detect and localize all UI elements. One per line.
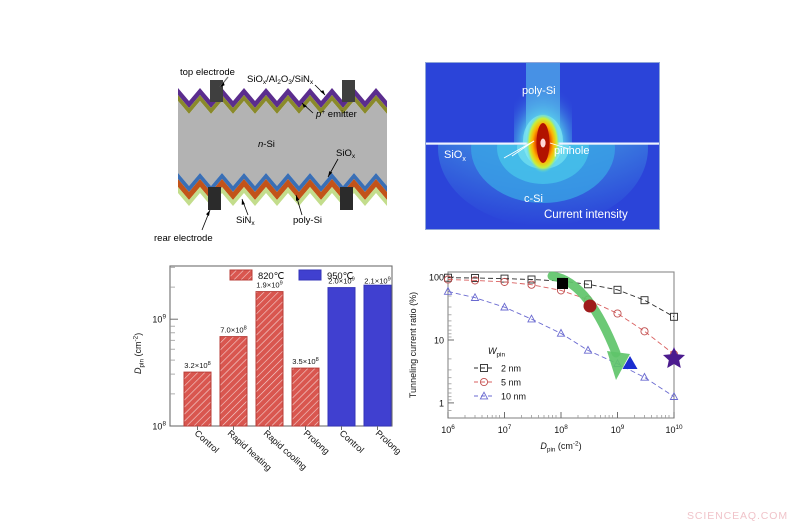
label-poly-si: poly-Si: [293, 215, 322, 226]
bar-value-0: 3.2×108: [184, 361, 211, 370]
bar-rapid-cooling-820: [255, 291, 284, 427]
bar-value-2: 1.9×109: [256, 280, 283, 289]
layer-poly-si: [178, 179, 387, 200]
highlight-markers: [557, 278, 685, 369]
bar-prolong-820: [291, 367, 320, 427]
line-ytick-1: 1: [439, 399, 444, 409]
arrowhead-siox: [328, 171, 333, 177]
bar-x-axis-ticks: [197, 426, 378, 430]
line-xtick-1e6: 106: [441, 424, 455, 435]
sim-label-poly-si: poly-Si: [522, 85, 556, 97]
rear-electrode-left: [208, 187, 221, 210]
top-electrode-right: [342, 80, 355, 102]
bar-ytick-1e9: 109: [152, 314, 166, 325]
bar-y-axis-label: Dpin (cm-2): [133, 333, 146, 374]
legend-label-2nm: 2 nm: [501, 364, 521, 374]
line-ytick-100: 100: [429, 273, 444, 283]
bar-control-950: [327, 287, 356, 427]
line-y-ticks: [448, 276, 454, 411]
label-siox: SiOx: [336, 148, 356, 160]
line-xtick-1e10: 1010: [665, 424, 683, 435]
line-x-ticks: [447, 412, 675, 418]
bar-control-820: [183, 371, 212, 427]
top-passivation-purple: [178, 88, 387, 108]
bar-value-3: 3.5×108: [292, 357, 319, 366]
line-xtick-1e8: 108: [554, 424, 568, 435]
device-cross-section-schematic: top electrode SiOx/Al2O3/SiNx p+ emitter…: [150, 55, 410, 255]
arrowhead-sinx: [241, 199, 245, 205]
sim-pinhole-center: [540, 138, 546, 148]
sim-leader-siox-2: [511, 140, 535, 157]
line-xtick-1e9: 109: [611, 424, 625, 435]
tunneling-current-ratio-chart: 100 10 1 106 107 108 109 1010 Dpin (cm-2…: [402, 258, 687, 488]
svg-text:SiOx/Al2O3/SiNx: SiOx/Al2O3/SiNx: [247, 74, 314, 86]
sim-leader-pinhole: [549, 142, 570, 150]
legend-title-wpin: Wpin: [488, 346, 505, 359]
sim-label-c-si: c-Si: [524, 193, 543, 205]
blue-triangle-marker: [622, 356, 638, 369]
arrowhead-stack: [320, 90, 325, 95]
bar-legend: 820℃ 950℃: [229, 269, 353, 281]
layer-siox-al2o3-sinx: [178, 88, 387, 108]
svg-text:p+ emitter: p+ emitter: [315, 109, 357, 120]
black-square-marker: [557, 278, 568, 289]
bar-value-1: 7.0×108: [220, 325, 247, 334]
bar-category-0: Control: [193, 428, 221, 455]
sim-label-siox: SiOx: [444, 149, 466, 164]
bar-category-5: Prolong: [374, 428, 400, 456]
label-p-emitter: p+ emitter: [315, 109, 357, 120]
arrowhead-p-emitter: [302, 103, 307, 108]
line-plot-frame: [447, 271, 675, 419]
bar-series-820: [183, 291, 320, 427]
line-xtick-1e7: 107: [498, 424, 512, 435]
legend-label-10nm: 10 nm: [501, 392, 526, 402]
purple-star-marker: [663, 347, 685, 368]
legend-label-5nm: 5 nm: [501, 378, 521, 388]
rear-electrode-right: [340, 187, 353, 210]
bar-y-axis-ticks: [170, 266, 178, 427]
top-passivation-olive: [178, 95, 387, 114]
red-circle-marker: [583, 299, 597, 313]
legend-label-950: 950℃: [327, 270, 353, 281]
bar-rapid-heating-820: [219, 336, 248, 427]
top-electrode-left: [210, 80, 223, 102]
bar-prolong-950: [363, 284, 392, 427]
bar-value-4: 2.0×109: [328, 276, 355, 285]
bar-category-4: Control: [338, 428, 366, 455]
line-ytick-10: 10: [434, 336, 444, 346]
label-n-si: n-Si: [258, 139, 275, 150]
pinhole-density-bar-chart: 108 109 Dpin (cm-2) 3.2×108 7.0×108 1.9×…: [128, 258, 400, 488]
sim-leader-siox: [503, 140, 535, 159]
label-top-electrode: top electrode: [180, 67, 235, 78]
arrowhead-poly-si: [296, 195, 300, 201]
layer-siox-tunnel-oxide: [178, 173, 387, 192]
line-y-axis-label: Tunneling current ratio (%): [408, 292, 418, 398]
bar-ytick-1e8: 108: [152, 421, 166, 432]
bar-series-950: [327, 284, 392, 427]
bar-value-5: 2.1×109: [364, 276, 391, 285]
legend-swatch-820: [229, 269, 253, 281]
label-stack-siox-al2o3-sinx: SiOx/Al2O3/SiNx: [247, 74, 314, 86]
line-x-axis-label: Dpin (cm-2): [540, 441, 581, 454]
sim-label-current-intensity: Current intensity: [544, 209, 628, 221]
legend-swatch-950: [298, 269, 322, 281]
sim-label-pinhole: pinhole: [554, 145, 590, 157]
watermark: SCIENCEAQ.COM: [687, 510, 788, 522]
layer-sinx: [178, 187, 387, 206]
arrowhead-top-electrode: [220, 82, 225, 87]
label-rear-electrode: rear electrode: [154, 233, 213, 244]
label-sinx: SiNx: [236, 215, 255, 227]
bar-category-3: Prolong: [302, 428, 332, 456]
line-legend: Wpin 2 nm 5 nm 10 nm: [474, 346, 526, 402]
bar-value-labels: 3.2×108 7.0×108 1.9×109 3.5×108 2.0×109 …: [184, 276, 391, 370]
arrowhead-rear-electrode: [206, 210, 210, 216]
layer-p-emitter: [178, 95, 387, 114]
legend-label-820: 820℃: [258, 270, 284, 281]
current-intensity-simulation-image: poly-Si SiOx pinhole c-Si Current intens…: [425, 62, 660, 230]
